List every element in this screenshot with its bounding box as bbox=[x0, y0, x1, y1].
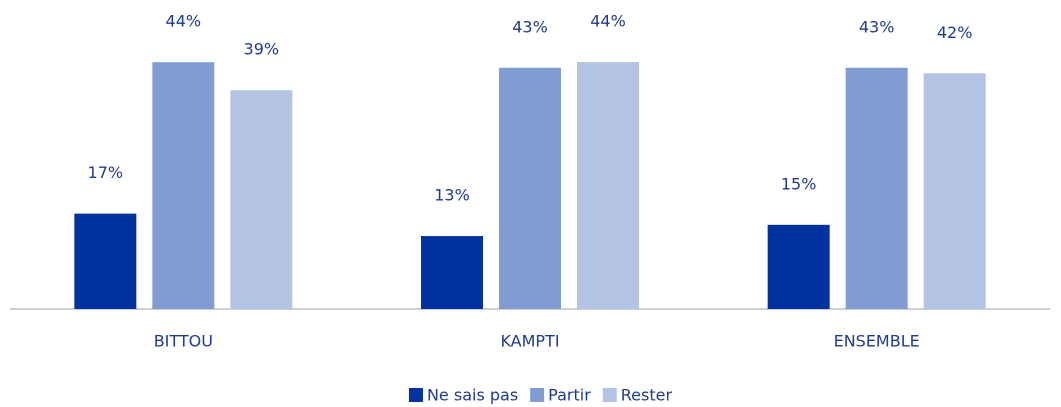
x-tick-label: KAMPTI bbox=[500, 332, 559, 351]
bar bbox=[499, 67, 561, 310]
bar bbox=[767, 224, 830, 309]
legend-swatch bbox=[602, 388, 617, 402]
value-label: 44% bbox=[166, 12, 202, 31]
value-label: 44% bbox=[590, 12, 626, 31]
legend-swatch bbox=[408, 388, 423, 402]
value-label: 43% bbox=[512, 17, 548, 36]
bar bbox=[74, 213, 137, 309]
value-label: 39% bbox=[244, 40, 280, 59]
bar bbox=[152, 62, 215, 309]
value-label: 13% bbox=[434, 186, 470, 205]
bar bbox=[923, 73, 986, 309]
value-label: 15% bbox=[781, 174, 817, 193]
bar bbox=[577, 62, 639, 309]
value-label: 17% bbox=[88, 163, 124, 182]
value-label: 43% bbox=[859, 17, 895, 36]
x-tick-label: ENSEMBLE bbox=[834, 332, 920, 351]
bar bbox=[230, 90, 293, 310]
legend-label: Ne sais pas bbox=[427, 386, 518, 405]
legend-swatch bbox=[530, 388, 545, 402]
legend-label: Partir bbox=[548, 386, 591, 405]
bar bbox=[845, 67, 908, 310]
value-label: 42% bbox=[937, 23, 973, 42]
bar bbox=[421, 236, 483, 309]
x-tick-label: BITTOU bbox=[154, 332, 213, 351]
legend-label: Rester bbox=[621, 386, 673, 405]
